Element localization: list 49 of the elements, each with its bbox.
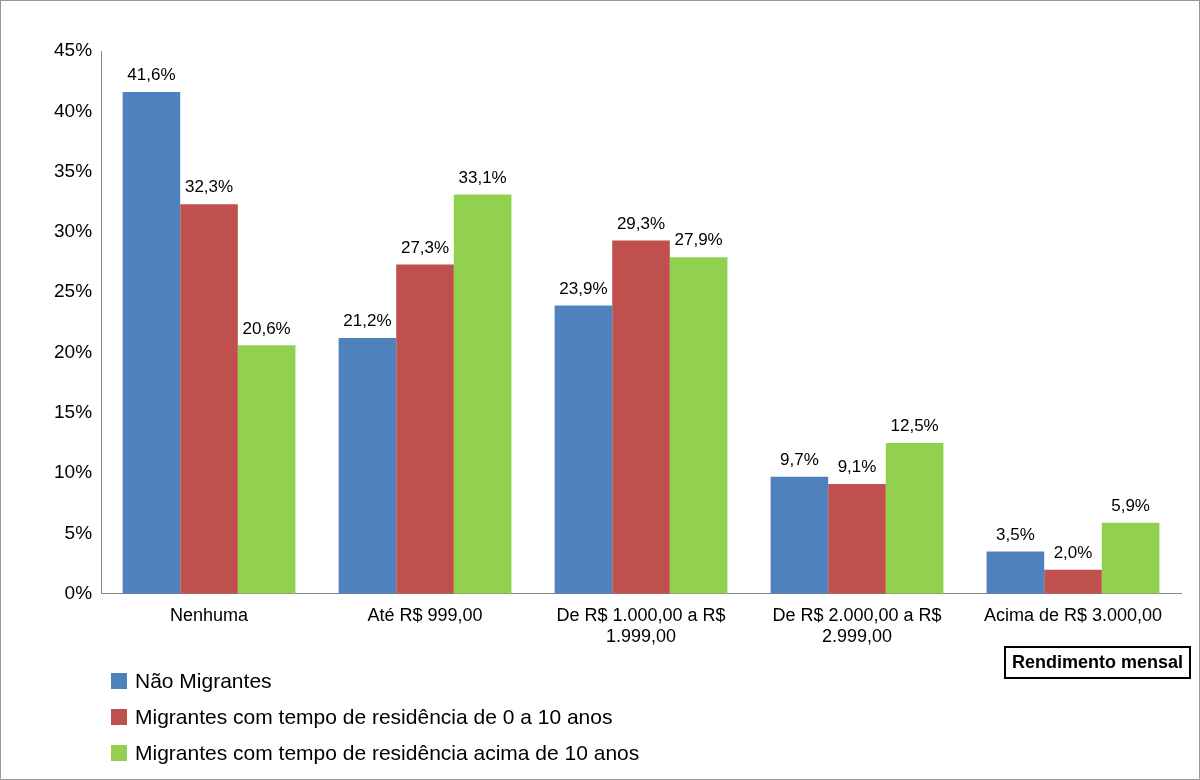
bar xyxy=(180,204,238,594)
bar xyxy=(453,194,512,594)
bar xyxy=(885,443,944,594)
x-axis-title: Rendimento mensal xyxy=(1003,646,1191,679)
y-tick-label: 45% xyxy=(54,39,93,61)
y-tick-label: 40% xyxy=(54,99,93,121)
y-tick-label: 35% xyxy=(54,159,93,181)
bar xyxy=(669,257,728,594)
data-label: 12,5% xyxy=(890,416,939,436)
y-tick-label: 30% xyxy=(54,220,93,242)
bar xyxy=(612,240,670,594)
y-tick-label: 25% xyxy=(54,280,93,302)
y-tick-label: 5% xyxy=(64,521,93,543)
bar xyxy=(338,338,397,594)
x-tick-label: Até R$ 999,00 xyxy=(367,604,483,625)
bar xyxy=(396,264,454,594)
bar xyxy=(1044,569,1102,594)
x-tick-label: De R$ 1.000,00 a R$ 1.999,00 xyxy=(556,604,726,647)
y-tick-label: 15% xyxy=(54,401,93,423)
data-label: 29,3% xyxy=(616,213,666,233)
data-label: 9,1% xyxy=(837,457,877,477)
data-label: 2,0% xyxy=(1053,542,1093,562)
data-label: 9,7% xyxy=(780,449,819,469)
bar xyxy=(986,551,1045,594)
bar xyxy=(1101,522,1160,594)
y-tick-label: 10% xyxy=(54,461,93,483)
x-tick-label: Acima de R$ 3.000,00 xyxy=(983,604,1163,625)
data-label: 23,9% xyxy=(559,278,608,298)
data-label: 32,3% xyxy=(184,177,234,197)
y-tick-label: 20% xyxy=(54,340,93,362)
data-label: 21,2% xyxy=(343,311,392,331)
x-tick-label: Nenhuma xyxy=(170,604,250,625)
legend-label: Migrantes com tempo de residência de 0 a 10 anos xyxy=(135,705,613,729)
data-label: 5,9% xyxy=(1111,495,1150,515)
data-label: 41,6% xyxy=(127,65,176,85)
data-label: 20,6% xyxy=(242,318,291,338)
legend-label: Migrantes com tempo de residência acima de 10 anos xyxy=(135,741,640,765)
data-label: 27,9% xyxy=(674,230,723,250)
data-label: 27,3% xyxy=(400,237,450,257)
data-label: 33,1% xyxy=(458,167,507,187)
x-tick-label: De R$ 2.000,00 a R$ 2.999,00 xyxy=(772,604,942,647)
bar xyxy=(554,305,613,594)
bar xyxy=(828,484,886,594)
bar xyxy=(122,92,181,594)
legend-label: Não Migrantes xyxy=(135,669,272,693)
data-label: 3,5% xyxy=(996,524,1035,544)
y-tick-label: 0% xyxy=(64,582,93,604)
bar xyxy=(770,476,829,594)
bar xyxy=(237,345,296,594)
